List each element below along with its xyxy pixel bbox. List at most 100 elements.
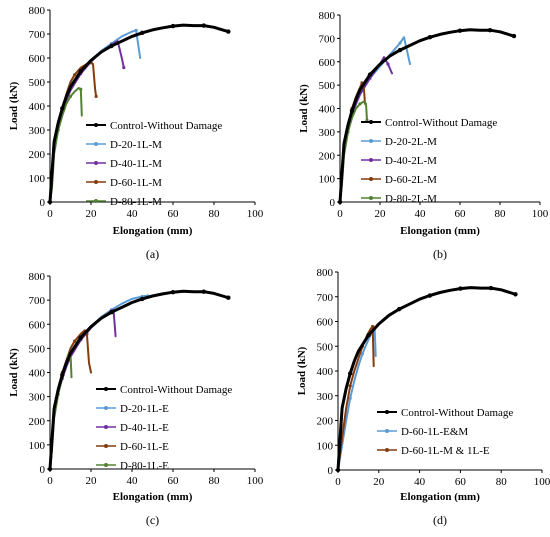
x-tick-label: 0: [335, 476, 341, 488]
data-point: [78, 69, 83, 74]
x-tick-label: 40: [415, 208, 427, 220]
data-point: [348, 384, 352, 388]
y-tick-label: 300: [29, 392, 46, 404]
legend-label: D-60-1L-M & 1L-E: [401, 445, 490, 457]
x-tick-label: 60: [455, 208, 467, 220]
x-tick-label: 20: [375, 208, 387, 220]
x-tick-label: 40: [414, 476, 426, 488]
x-tick-label: 80: [496, 476, 508, 488]
y-tick-label: 800: [319, 10, 336, 22]
legend-marker: [94, 142, 98, 146]
data-point: [78, 335, 83, 340]
y-tick-label: 700: [319, 33, 336, 45]
x-tick-label: 0: [47, 475, 53, 487]
data-point: [60, 106, 65, 111]
data-point: [488, 285, 494, 291]
data-point: [140, 296, 145, 302]
chart-panel-3: 0 100 200 300 400 500 600 700 800 0 20 40 60 80 100 Elo…: [8, 271, 264, 527]
series-line: [337, 325, 375, 471]
legend-label: D-40-2L-M: [385, 155, 437, 167]
data-point: [226, 29, 231, 34]
y-axis-title: Load (kN): [8, 348, 20, 397]
x-tick-label: 80: [209, 208, 221, 220]
x-axis-title: Elongation (mm): [113, 491, 193, 503]
data-point: [47, 466, 53, 472]
data-point: [201, 289, 206, 294]
legend-marker: [104, 463, 108, 467]
panel-label: (d): [433, 513, 447, 527]
legend-label: D-20-2L-M: [385, 136, 437, 148]
data-point: [358, 102, 362, 106]
legend-label: D-80-1L-E: [120, 460, 169, 472]
y-tick-label: 300: [319, 127, 336, 139]
y-tick-label: 400: [29, 368, 46, 380]
y-tick-label: 500: [317, 341, 334, 353]
legend-marker: [104, 387, 108, 391]
data-point: [337, 199, 343, 205]
y-axis-title: Load (kN): [298, 84, 310, 133]
x-tick-label: 100: [534, 476, 550, 488]
series-line: [48, 289, 230, 471]
legend-label: Control-Without Damage: [110, 120, 222, 132]
x-axis-title: Elongation (mm): [400, 491, 480, 503]
legend-label: D-80-2L-M: [385, 193, 437, 205]
data-point: [109, 43, 114, 49]
y-tick-label: 200: [29, 416, 46, 428]
y-tick-label: 400: [29, 101, 46, 113]
x-tick-label: 80: [209, 475, 221, 487]
data-point: [397, 47, 403, 53]
data-point: [457, 28, 463, 33]
y-tick-label: 200: [319, 150, 336, 162]
legend-label: D-20-1L-M: [110, 139, 162, 151]
panel-label: (c): [146, 513, 159, 527]
data-point: [73, 73, 77, 77]
legend-marker: [94, 199, 98, 203]
y-tick-label: 100: [29, 173, 46, 185]
legend-marker: [369, 120, 373, 124]
legend-marker: [369, 139, 373, 143]
legend-label: D-80-1L-M: [110, 196, 162, 208]
y-tick-label: 600: [319, 57, 336, 69]
y-tick-label: 300: [29, 125, 46, 137]
y-tick-label: 600: [29, 319, 46, 331]
legend-marker: [369, 158, 373, 162]
data-point: [73, 339, 77, 343]
y-tick-label: 200: [29, 149, 46, 161]
chart-panel-2: 0 100 200 300 400 500 600 700 800 0 20 40 60 80 100 Elo…: [298, 10, 549, 261]
data-point: [47, 199, 53, 205]
x-axis-title: Elongation (mm): [113, 225, 193, 237]
panel-label: (b): [433, 247, 447, 261]
y-tick-label: 800: [29, 5, 46, 17]
data-point: [60, 372, 65, 378]
chart-panel-1: 0 100 200 300 400 500 600 700 800 0 20 40 60 80 100 Elo…: [8, 5, 264, 261]
legend-label: Control-Without Damage: [401, 407, 513, 419]
legend-label: D-60-1L-M: [110, 177, 162, 189]
data-point: [511, 33, 517, 39]
x-tick-label: 0: [47, 208, 53, 220]
x-tick-label: 100: [247, 208, 264, 220]
y-tick-label: 800: [29, 271, 46, 283]
x-tick-label: 60: [455, 476, 467, 488]
y-tick-label: 0: [328, 465, 334, 477]
legend-label: D-60-1L-E&M: [401, 426, 468, 438]
legend-marker: [94, 180, 98, 184]
data-point: [122, 66, 126, 70]
data-point: [367, 72, 373, 77]
y-tick-label: 600: [29, 53, 46, 65]
legend-label: D-40-1L-E: [120, 422, 169, 434]
legend-marker: [94, 161, 98, 165]
data-point: [348, 396, 352, 400]
y-tick-label: 500: [319, 80, 336, 92]
y-tick-label: 100: [319, 174, 336, 186]
legend-marker: [104, 425, 108, 429]
x-tick-label: 20: [373, 476, 385, 488]
data-point: [349, 108, 355, 114]
data-point: [109, 309, 114, 315]
y-tick-label: 100: [29, 440, 46, 452]
x-tick-label: 20: [86, 208, 98, 220]
data-point: [94, 94, 98, 98]
x-tick-label: 100: [532, 208, 549, 220]
data-point: [226, 295, 231, 300]
legend-marker: [385, 410, 389, 414]
